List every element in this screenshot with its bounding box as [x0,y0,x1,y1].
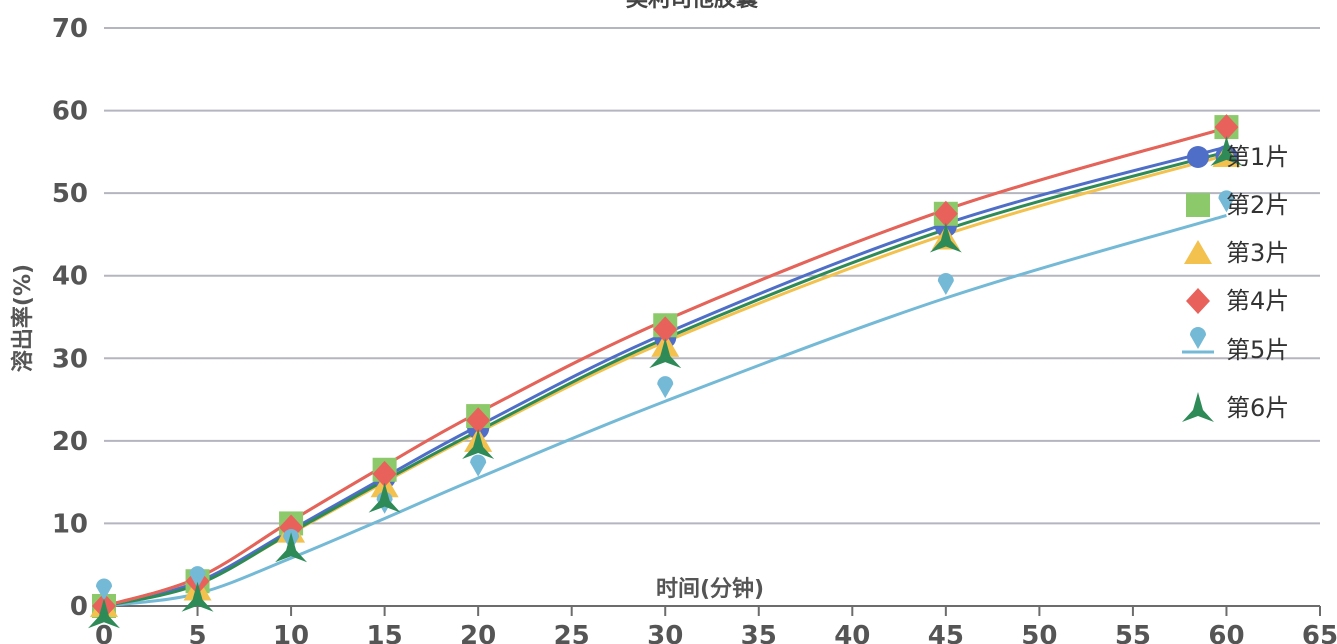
fit-curves [103,126,1227,608]
data-point-series-4 [653,316,678,343]
x-tick-label: 40 [834,621,870,644]
series-5-points [96,190,1235,601]
data-point-series-4 [1214,114,1239,141]
legend-marker [1184,240,1212,264]
y-tick-label: 70 [52,14,88,44]
x-tick-label: 50 [1021,621,1057,644]
data-point-series-5 [937,272,954,295]
x-tick-label: 60 [1208,621,1244,644]
chart-title: 奥利司他胶囊 [626,0,758,12]
data-point-series-6 [929,222,962,253]
data-point-series-4 [372,460,397,487]
legend-marker [1182,392,1214,422]
y-tick-label: 0 [70,592,88,622]
y-tick-label: 60 [52,97,88,127]
y-tick-label: 30 [52,344,88,374]
data-point-series-4 [466,407,491,434]
legend-marker [1186,193,1210,217]
x-tick-label: 5 [188,621,206,644]
legend-label: 第6片 [1226,394,1289,422]
data-points [88,114,1243,629]
legend-marker [1190,327,1206,349]
y-tick-label: 20 [52,427,88,457]
legend-item: 第3片 [1184,239,1289,267]
fit-curve-series-5 [103,213,1227,608]
data-point-series-6 [275,532,308,563]
y-axis-title: 溶出率(%) [10,264,36,372]
legend-label: 第5片 [1226,336,1289,364]
fit-curve-series-4 [103,126,1227,608]
series-2-points [92,115,1239,618]
y-tick-label: 40 [52,262,88,292]
gridlines [104,27,1320,525]
series-6-points [88,135,1243,629]
data-point-series-5 [1218,190,1235,213]
legend-marker [1186,288,1210,314]
x-tick-label: 55 [1115,621,1151,644]
legend-item: 第6片 [1182,392,1289,422]
data-point-series-5 [189,566,206,589]
x-tick-label: 35 [741,621,777,644]
x-tick-label: 0 [95,621,113,644]
data-point-series-6 [181,581,214,612]
legend-item: 第1片 [1187,143,1289,171]
legend-label: 第2片 [1226,191,1289,219]
data-point-series-6 [88,598,120,629]
y-tick-label: 10 [52,509,88,539]
fit-curve-series-1 [103,145,1227,608]
data-point-series-5 [657,376,674,399]
x-axis-title: 时间(分钟) [656,576,764,602]
series-4-points [92,114,1239,619]
legend-item: 第2片 [1186,191,1289,219]
x-tick-label: 20 [460,621,496,644]
data-point-series-5 [96,578,112,601]
y-tick-label: 50 [52,179,88,209]
x-tick-label: 25 [554,621,590,644]
data-point-series-6 [368,482,401,513]
data-point-series-6 [462,428,495,459]
x-tick-label: 10 [273,621,309,644]
fit-curve-series-6 [103,150,1227,608]
x-tick-label: 15 [367,621,403,644]
data-point-series-6 [1210,135,1243,166]
legend-item: 第4片 [1186,287,1289,315]
legend-marker [1187,146,1209,168]
x-tick-label: 45 [928,621,964,644]
x-tick-label: 65 [1302,621,1337,644]
data-point-series-4 [933,200,958,227]
x-tick-label: 30 [647,621,683,644]
legend-label: 第3片 [1226,239,1289,267]
x-axis: 0 5 10 15 20 25 30 35 40 45 50 55 60 65 [95,605,1337,644]
legend-item: 第5片 [1182,327,1289,364]
legend-label: 第1片 [1226,143,1289,171]
y-axis-ticks: 0 10 20 30 40 50 60 70 [52,14,88,622]
data-point-series-6 [649,338,682,369]
legend-label: 第4片 [1226,287,1289,315]
data-point-series-5 [470,454,487,477]
